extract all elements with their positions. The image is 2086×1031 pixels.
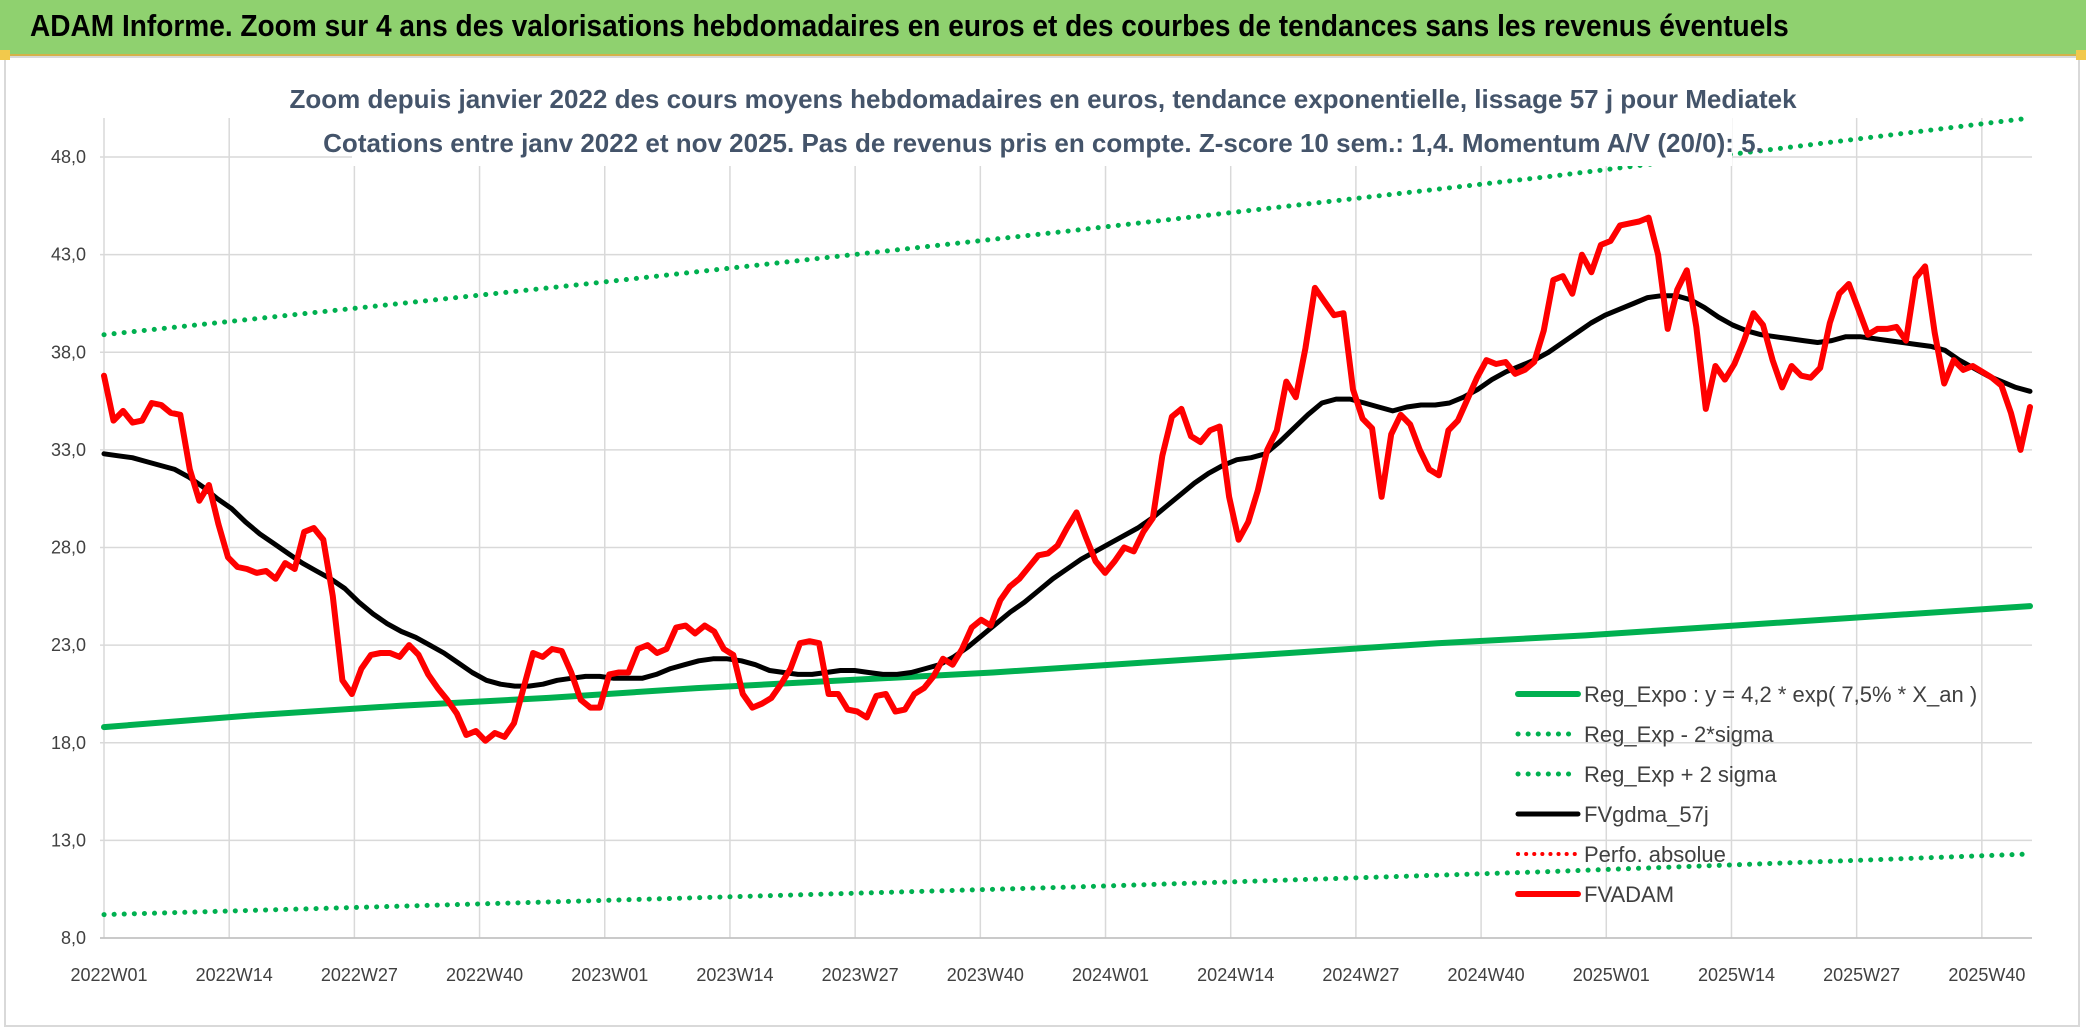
chart-title: Zoom depuis janvier 2022 des cours moyen… — [289, 84, 1797, 114]
legend-entry: Perfo. absolue — [1584, 842, 1726, 867]
report-banner: ADAM Informe. Zoom sur 4 ans des valoris… — [0, 0, 2086, 56]
x-tick-label: 2024W27 — [1322, 965, 1399, 985]
x-tick-label: 2025W27 — [1823, 965, 1900, 985]
x-tick-label: 2024W01 — [1072, 965, 1149, 985]
x-tick-label: 2022W14 — [196, 965, 273, 985]
title-background — [352, 76, 1732, 166]
y-tick-label: 28,0 — [51, 538, 86, 558]
corner-mark-left — [0, 50, 10, 60]
x-tick-label: 2024W14 — [1197, 965, 1274, 985]
y-tick-label: 38,0 — [51, 342, 86, 362]
legend: Reg_Expo : y = 4,2 * exp( 7,5% * X_an ) R… — [1515, 682, 1977, 907]
x-tick-label: 2025W40 — [1948, 965, 2025, 985]
y-tick-label: 18,0 — [51, 733, 86, 753]
corner-mark-right — [2076, 50, 2086, 60]
report-title: ADAM Informe. Zoom sur 4 ans des valoris… — [30, 8, 1789, 43]
legend-entry: FVADAM — [1584, 882, 1674, 907]
gridlines — [100, 118, 2032, 939]
legend-entry: Reg_Exp + 2 sigma — [1584, 762, 1777, 787]
series-line — [101, 293, 2033, 689]
series-line — [101, 214, 2033, 744]
x-tick-label: 2023W27 — [822, 965, 899, 985]
x-tick-label: 2023W01 — [571, 965, 648, 985]
series-line — [101, 851, 2033, 918]
y-tick-label: 33,0 — [51, 440, 86, 460]
y-tick-label: 13,0 — [51, 830, 86, 850]
x-axis-ticks: 2022W01 2022W14 2022W27 2022W40 2023W01 2023W… — [70, 965, 2025, 985]
legend-entry: Reg_Exp - 2*sigma — [1584, 722, 1774, 747]
x-tick-label: 2025W01 — [1573, 965, 1650, 985]
legend-entry: Reg_Expo : y = 4,2 * exp( 7,5% * X_an ) — [1584, 682, 1977, 707]
x-tick-label: 2024W40 — [1448, 965, 1525, 985]
chart-frame — [4, 56, 2080, 1027]
x-tick-label: 2022W40 — [446, 965, 523, 985]
x-tick-label: 2025W14 — [1698, 965, 1775, 985]
x-tick-label: 2023W40 — [947, 965, 1024, 985]
series-lines — [101, 115, 2033, 918]
chart-subtitle: Cotations entre janv 2022 et nov 2025. P… — [323, 128, 1763, 158]
x-tick-label: 2023W14 — [696, 965, 773, 985]
legend-entry: FVgdma_57j — [1584, 802, 1709, 827]
series-line — [101, 603, 2033, 731]
x-tick-label: 2022W01 — [70, 965, 147, 985]
y-tick-label: 48,0 — [51, 147, 86, 167]
y-tick-label: 43,0 — [51, 245, 86, 265]
x-tick-label: 2022W27 — [321, 965, 398, 985]
y-axis-ticks: 8,0 13,0 18,0 23,0 28,0 33,0 38,0 43,0 48,0 — [51, 147, 86, 948]
y-tick-label: 23,0 — [51, 635, 86, 655]
y-tick-label: 8,0 — [61, 928, 86, 948]
